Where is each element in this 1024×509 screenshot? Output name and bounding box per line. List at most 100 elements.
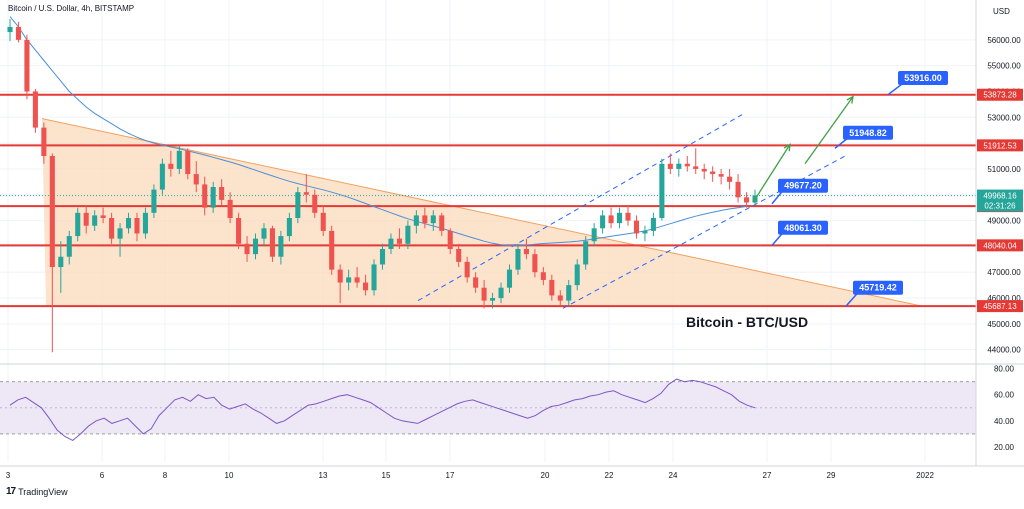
candle-body — [642, 230, 648, 234]
x-tick-label: 17 — [446, 471, 455, 480]
candle-body — [244, 243, 250, 255]
candle-body — [7, 26, 13, 33]
price-callout — [778, 220, 828, 235]
x-tick-label: 10 — [225, 471, 234, 480]
candle-body — [693, 166, 699, 169]
last-price-badge — [977, 189, 1023, 212]
candle-body — [710, 171, 716, 175]
candle-body — [625, 212, 631, 221]
rsi-line — [9, 378, 756, 441]
triangle-upper-edge — [41, 118, 923, 307]
candle-body — [413, 215, 419, 226]
candle-body — [193, 174, 199, 185]
candle-body — [151, 189, 157, 213]
price-tick-label: 56000.00 — [987, 36, 1021, 45]
candle-body — [269, 228, 275, 257]
level-axis-label: 48040.04 — [983, 241, 1017, 250]
candle-body — [388, 238, 394, 249]
candle-body — [701, 168, 707, 172]
projection-arrow-1 — [752, 144, 791, 203]
price-callout — [778, 178, 828, 193]
candle-body — [430, 215, 436, 224]
candle-body — [312, 194, 318, 213]
candle-body — [117, 228, 123, 239]
candle-body — [320, 212, 326, 231]
candle-body — [608, 215, 614, 224]
candle-body — [506, 269, 513, 288]
price-callout-label: 49677.20 — [784, 181, 822, 191]
candle-body — [439, 215, 445, 231]
candle-body — [49, 156, 55, 268]
level-axis-badge — [977, 139, 1023, 152]
candle-body — [142, 212, 148, 234]
symbol-info: Bitcoin / U.S. Dollar, 4h, BITSTAMP — [8, 4, 134, 13]
candle-body — [261, 228, 267, 239]
candle-body — [532, 254, 538, 273]
price-tick-label: 51000.00 — [987, 165, 1021, 174]
candle-body — [236, 217, 242, 244]
candle-body — [583, 241, 589, 265]
candle-body — [24, 39, 30, 92]
candle-body — [159, 163, 165, 190]
candle-body — [83, 212, 89, 226]
projection-arrow-2-head — [846, 95, 854, 104]
candle-body — [168, 163, 174, 169]
price-callout-label: 53916.00 — [904, 73, 942, 83]
last-price-value: 49968.16 — [983, 192, 1017, 201]
candle-body — [219, 187, 225, 200]
level-axis-label: 45687.13 — [983, 302, 1017, 311]
candle-body — [100, 215, 106, 218]
x-tick-label: 8 — [163, 471, 168, 480]
last-price-countdown: 02:31:26 — [984, 202, 1016, 211]
candle-body — [176, 150, 182, 169]
x-tick-label: 29 — [827, 471, 836, 480]
candle-body — [15, 26, 22, 40]
candle-body — [600, 215, 606, 229]
candle-body — [473, 277, 479, 288]
tradingview-mark-icon: 17 — [6, 486, 16, 497]
candle-body — [109, 217, 115, 239]
candle-body — [498, 287, 504, 299]
x-tick-label: 13 — [319, 471, 328, 480]
tradingview-brand: TradingView — [18, 486, 68, 497]
tradingview-logo[interactable]: 17 TradingView — [6, 486, 68, 497]
callout-pointer — [771, 191, 783, 205]
level-axis-badge — [977, 300, 1023, 313]
price-tick-label: 44000.00 — [987, 346, 1021, 355]
candle-body — [185, 150, 191, 175]
rsi-tick-label: 80.00 — [994, 365, 1015, 374]
candle-body — [650, 217, 656, 231]
rsi-tick-label: 20.00 — [994, 443, 1015, 452]
candle-body — [727, 176, 733, 182]
level-axis-label: 53873.28 — [983, 91, 1017, 100]
candle-body — [676, 163, 682, 169]
candle-body — [337, 269, 343, 283]
candle-body — [92, 215, 98, 226]
candle-body — [405, 225, 411, 244]
candle-body — [329, 230, 335, 270]
candle-body — [684, 163, 690, 167]
x-tick-label: 27 — [763, 471, 772, 480]
price-tick-label: 53000.00 — [987, 113, 1021, 122]
price-callout — [898, 71, 948, 86]
candle-body — [490, 298, 496, 301]
candle-body — [633, 220, 640, 234]
candle-body — [295, 192, 301, 218]
candle-body — [515, 248, 521, 270]
price-tick-label: 45000.00 — [987, 320, 1021, 329]
candle-body — [667, 163, 673, 169]
candle-body — [286, 217, 292, 237]
candle-body — [617, 212, 623, 224]
candle-body — [574, 264, 580, 286]
candle-body — [41, 127, 47, 157]
price-callout-label: 45719.42 — [859, 283, 897, 293]
projection-arrow-2 — [804, 96, 854, 165]
candle-body — [303, 192, 309, 195]
rsi-tick-label: 60.00 — [994, 391, 1015, 400]
candle-body — [134, 217, 140, 234]
candle-body — [718, 174, 724, 177]
price-tick-label: 47000.00 — [987, 268, 1021, 277]
candle-body — [363, 282, 369, 291]
